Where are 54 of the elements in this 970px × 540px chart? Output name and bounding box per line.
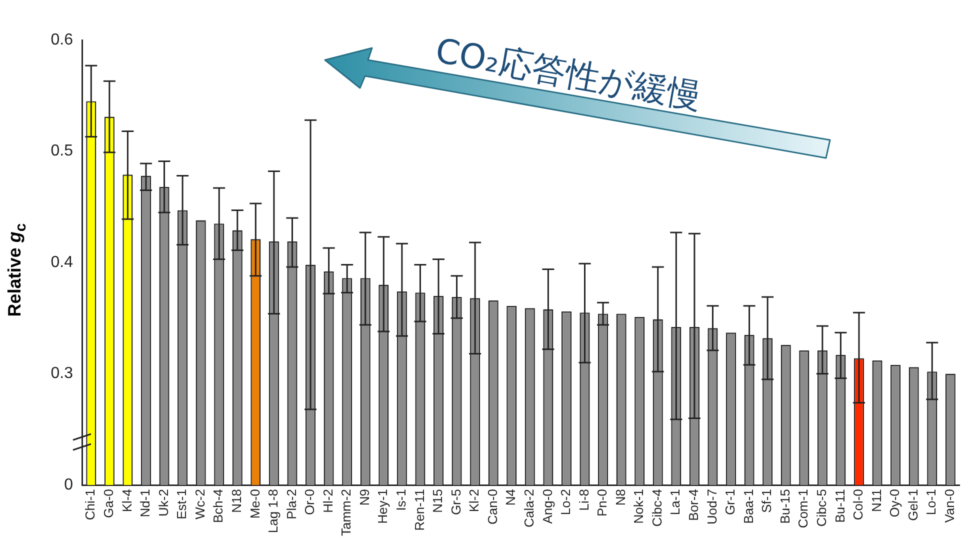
x-tick-label: Uod-7 — [704, 489, 720, 524]
x-tick-label: Uk-2 — [156, 489, 171, 517]
x-tick-label: Com-1 — [796, 489, 811, 528]
x-tick-label: Chi-1 — [82, 489, 98, 520]
x-tick-label: La-1 — [668, 489, 683, 516]
x-tick-label: Tamm-2 — [338, 489, 354, 536]
y-tick-label: 0.3 — [50, 365, 74, 382]
x-tick-label: Sf-1 — [759, 489, 774, 513]
x-tick-label: Cala-2 — [521, 489, 536, 528]
x-tick-label: Gr-5 — [448, 489, 464, 516]
x-tick-label: Cibc-5 — [814, 489, 830, 527]
x-tick-label: Bu-15 — [777, 489, 792, 524]
x-tick-label: N15 — [430, 489, 446, 513]
x-tick-label: N4 — [503, 489, 518, 506]
x-tick-label: Oy-0 — [887, 489, 902, 518]
y-tick-label: 0 — [64, 476, 74, 494]
x-tick-label: Can-0 — [484, 489, 500, 524]
x-tick-label: Bu-11 — [832, 489, 848, 523]
y-tick-label: 0.5 — [50, 142, 74, 160]
x-tick-label: Hey-1 — [375, 489, 390, 524]
x-tick-label: Kl-2 — [466, 489, 482, 512]
x-tick-label: Gr-1 — [722, 489, 738, 516]
annotation: CO₂応答性が緩慢 — [432, 30, 706, 120]
x-tick-label: Bor-4 — [686, 489, 702, 521]
x-tick-label: Lo-1 — [924, 489, 939, 516]
y-tick-label: 0.4 — [50, 254, 74, 271]
x-tick-label: Me-0 — [247, 489, 262, 519]
x-tick-label: N11 — [868, 489, 884, 512]
x-tick-label: Van-0 — [942, 489, 957, 523]
x-tick-label: Nd-1 — [138, 489, 153, 518]
x-tick-label: N8 — [612, 489, 628, 506]
x-tick-label: Pn-0 — [594, 489, 610, 517]
x-tick-label: Kl-4 — [119, 489, 134, 512]
x-tick-label: Pla-2 — [284, 489, 299, 520]
y-tick-label: 0.6 — [50, 31, 74, 48]
x-tick-label: Gel-1 — [905, 489, 920, 521]
x-tick-label: N9 — [356, 489, 372, 506]
x-tick-label: Wc-2 — [192, 489, 208, 520]
x-tick-label: Ang-0 — [540, 489, 555, 524]
x-tick-label: Nok-1 — [631, 489, 646, 524]
x-tick-label: Li-8 — [576, 489, 592, 511]
x-tick-label: Col-0 — [850, 489, 866, 520]
x-tick-label: Lo-2 — [558, 489, 574, 516]
x-tick-label: N18 — [228, 489, 244, 513]
x-tick-label: Is-1 — [394, 489, 409, 511]
x-tick-label: Hl-2 — [320, 489, 336, 513]
x-tick-label: Lag 1-8 — [266, 489, 281, 534]
x-tick-label: Baa-1 — [740, 489, 756, 524]
x-tick-label: Est-1 — [174, 489, 190, 520]
x-tick-label: Ren-11 — [412, 489, 427, 531]
x-tick-label: Cibc-4 — [649, 489, 664, 527]
x-tick-label: Ga-0 — [101, 489, 116, 518]
x-tick-label: Or-0 — [302, 489, 318, 516]
x-tick-label: Bch-4 — [210, 489, 226, 524]
